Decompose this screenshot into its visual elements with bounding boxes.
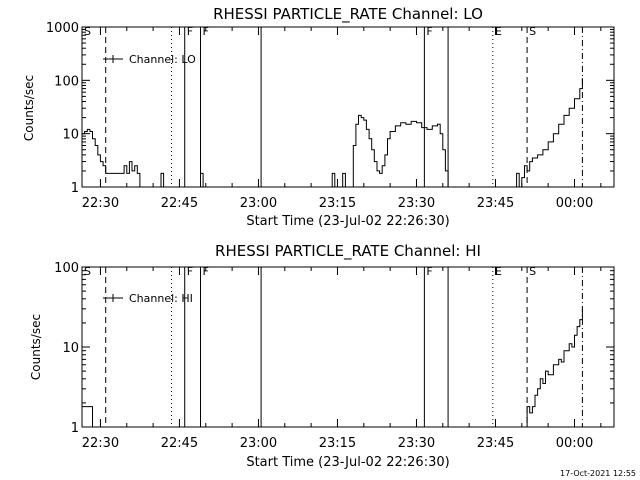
plot-frame-hi (81, 266, 615, 428)
panel-lo-series (82, 78, 583, 188)
xtick-label-lo-5: 23:45 (477, 196, 514, 211)
series-lo-segment-1 (158, 172, 165, 188)
series-hi-segment-1 (524, 308, 583, 428)
marker-label-lo-8: E (495, 25, 502, 38)
xtick-label-lo-3: 23:15 (319, 196, 356, 211)
panel-hi-ylabel: Counts/sec (29, 314, 43, 380)
panel-lo-axes: 22:30 22:45 23:00 23:15 23:30 23:45 00:00 1 10 10… (46, 21, 615, 211)
marker-label-hi-8: E (495, 265, 502, 278)
xtick-label-lo-2: 23:00 (240, 196, 277, 211)
marker-label-lo-6: F (426, 25, 432, 38)
xtick-label-lo-0: 22:30 (82, 196, 119, 211)
panel-hi: RHESSI PARTICLE_RATE Channel: HI Counts/… (29, 242, 615, 470)
xtick-label-hi-0: 22:30 (82, 436, 119, 451)
series-lo-segment-4 (340, 172, 346, 188)
marker-label-hi-6: F (426, 265, 432, 278)
ytick-label-lo-3: 1000 (46, 21, 79, 36)
xtick-label-lo-1: 22:45 (161, 196, 198, 211)
marker-label-lo-3: F (187, 25, 193, 38)
ytick-label-lo-0: 1 (71, 181, 79, 196)
marker-label-lo-9: S (529, 25, 536, 38)
ytick-label-hi-1: 10 (62, 341, 79, 356)
series-lo-segment-5 (350, 114, 449, 188)
panel-lo-xlabel: Start Time (23-Jul-02 22:26:30) (246, 214, 449, 229)
series-lo-segment-3 (329, 172, 336, 188)
xtick-label-lo-4: 23:30 (398, 196, 435, 211)
panel-hi-axes: 22:30 22:45 23:00 23:15 23:30 23:45 00:00 1 10 10… (54, 261, 615, 451)
xtick-label-hi-6: 00:00 (556, 436, 593, 451)
ytick-label-hi-0: 1 (71, 421, 79, 436)
marker-label-hi-9: S (529, 265, 536, 278)
panel-hi-title: RHESSI PARTICLE_RATE Channel: HI (215, 242, 481, 261)
legend-hi-label: Channel: HI (129, 292, 193, 305)
series-lo-segment-0 (82, 128, 141, 187)
panel-lo: RHESSI PARTICLE_RATE Channel: LO Counts/… (22, 5, 615, 229)
xtick-label-hi-1: 22:45 (161, 436, 198, 451)
marker-label-hi-0: S (84, 265, 91, 278)
marker-label-hi-3: F (187, 265, 193, 278)
panel-lo-ylabel: Counts/sec (22, 75, 36, 141)
panel-lo-title: RHESSI PARTICLE_RATE Channel: LO (213, 5, 483, 24)
panel-hi-legend: Channel: HI (103, 292, 193, 305)
marker-label-lo-0: S (84, 25, 91, 38)
ytick-label-lo-2: 100 (54, 74, 79, 89)
series-hi-segment-0 (82, 406, 93, 427)
marker-label-hi-4: F (203, 265, 209, 278)
panel-lo-legend: Channel: LO (103, 53, 196, 66)
series-lo-segment-2 (197, 172, 204, 188)
ytick-label-hi-2: 100 (54, 261, 79, 276)
series-lo-segment-6 (513, 78, 583, 188)
legend-lo-label: Channel: LO (129, 53, 196, 66)
xtick-label-lo-6: 00:00 (556, 196, 593, 211)
timestamp-label: 17-Oct-2021 12:55 (560, 469, 636, 478)
panel-hi-series (82, 308, 583, 428)
xtick-label-hi-5: 23:45 (477, 436, 514, 451)
xtick-label-hi-4: 23:30 (398, 436, 435, 451)
ytick-label-lo-1: 10 (62, 128, 79, 143)
xtick-label-hi-3: 23:15 (319, 436, 356, 451)
marker-label-lo-4: F (203, 25, 209, 38)
xtick-label-hi-2: 23:00 (240, 436, 277, 451)
panel-hi-xlabel: Start Time (23-Jul-02 22:26:30) (246, 455, 449, 470)
plot-frame-lo (81, 26, 615, 188)
